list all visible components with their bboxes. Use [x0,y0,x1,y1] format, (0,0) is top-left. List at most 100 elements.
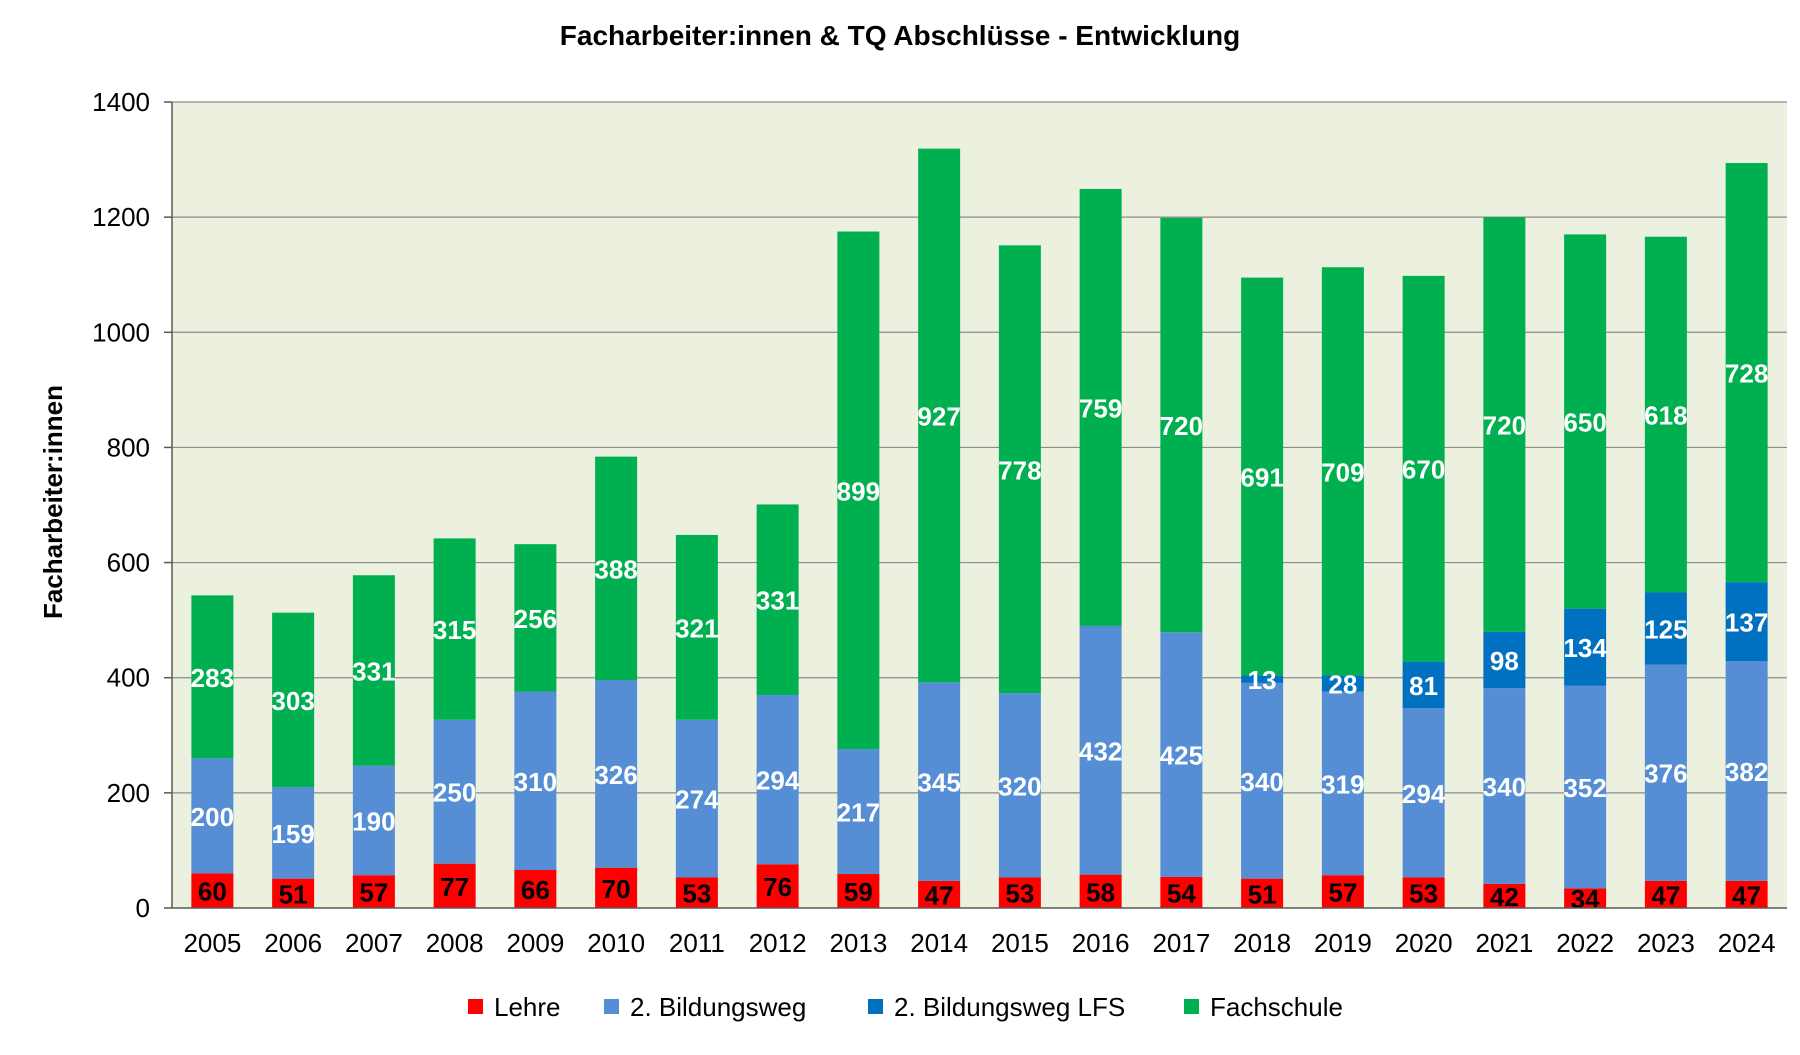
x-tick-label-2010: 2010 [587,928,645,958]
data-label-lehre-2020: 53 [1409,879,1438,909]
bar-fachschule-2015 [998,245,1041,694]
legend-item-fachschule: Fachschule [1184,992,1343,1022]
bar-fachschule-2007 [352,575,395,766]
bar-2-bildungsweg-2005 [191,758,234,874]
bar-2-bildungsweg-2011 [675,719,718,878]
bar-lehre-2013 [837,874,880,908]
plot-area: 0 200 400 600 800 1000 1200 1400 60 200 283 2005 51 1… [92,87,1787,958]
bar-stack-2011: 53 274 321 [675,534,719,909]
x-tick-label-2012: 2012 [749,928,807,958]
bar-lehre-2016 [1079,874,1122,908]
legend-item-lehre: Lehre [468,992,561,1022]
data-label-2-bildungsweg-lfs-2022: 134 [1563,633,1607,663]
bar-fachschule-2008 [433,538,476,720]
bar-2-bildungsweg-2012 [756,694,799,865]
legend-label-2-bildungsweg: 2. Bildungsweg [630,992,806,1022]
bar-stack-2007: 57 190 331 [352,575,396,908]
data-label-lehre-2014: 47 [925,880,954,910]
data-label-fachschule-2008: 315 [433,615,476,645]
bar-2-bildungsweg-2024 [1725,661,1768,881]
data-label-2-bildungsweg-lfs-2019: 28 [1328,669,1357,699]
data-label-lehre-2015: 53 [1005,879,1034,909]
legend-swatch-fachschule [1184,999,1199,1014]
data-label-fachschule-2015: 778 [998,455,1041,485]
y-tick-label-0: 0 [136,893,150,923]
x-tick-label-2016: 2016 [1072,928,1130,958]
y-axis-label: Facharbeiter:innen [38,385,68,619]
data-label-lehre-2022: 34 [1571,884,1600,914]
x-tick-label-2005: 2005 [183,928,241,958]
x-tick-label-2013: 2013 [829,928,887,958]
data-label-fachschule-2016: 759 [1079,393,1122,423]
bar-stack-2024: 47 382 137 728 [1725,163,1768,910]
data-label-fachschule-2021: 720 [1483,410,1526,440]
data-label-2-bildungsweg-2023: 376 [1644,759,1687,789]
data-label-2-bildungsweg-2016: 432 [1079,736,1122,766]
data-label-lehre-2011: 53 [682,879,711,909]
bar-2-bildungsweg-lfs-2021 [1483,631,1526,689]
bar-stack-2020: 53 294 81 670 [1402,275,1446,909]
bar-stack-2010: 70 326 388 [594,456,638,908]
bar-2-bildungsweg-2007 [352,765,395,876]
y-tick-label-1000: 1000 [92,317,150,347]
bar-2-bildungsweg-lfs-2020 [1402,661,1445,709]
bar-lehre-2010 [595,867,638,908]
data-label-lehre-2023: 47 [1651,880,1680,910]
data-label-fachschule-2007: 331 [352,657,395,687]
bar-fachschule-2012 [756,504,799,695]
plot-background [172,102,1787,908]
legend-item-2-bildungsweg-lfs: 2. Bildungsweg LFS [868,992,1125,1022]
x-tick-label-2020: 2020 [1395,928,1453,958]
bar-fachschule-2013 [837,231,880,750]
bar-stack-2013: 59 217 899 [837,231,880,908]
data-label-2-bildungsweg-2010: 326 [594,760,637,790]
bar-2-bildungsweg-lfs-2024 [1725,582,1768,662]
bar-2-bildungsweg-2022 [1564,685,1607,889]
bar-fachschule-2011 [675,534,718,720]
bar-2-bildungsweg-2020 [1402,708,1445,878]
data-label-lehre-2007: 57 [359,878,388,908]
bar-fachschule-2005 [191,595,234,759]
data-label-lehre-2010: 70 [602,874,631,904]
y-tick-label-600: 600 [107,548,150,578]
x-tick-label-2015: 2015 [991,928,1049,958]
data-label-fachschule-2017: 720 [1160,411,1203,441]
bar-lehre-2005 [191,873,234,908]
data-label-2-bildungsweg-2012: 294 [756,766,800,796]
x-tick-label-2014: 2014 [910,928,968,958]
bar-lehre-2015 [998,877,1041,908]
data-label-fachschule-2018: 691 [1240,463,1283,493]
data-label-fachschule-2019: 709 [1321,457,1364,487]
data-label-fachschule-2024: 728 [1725,359,1768,389]
x-tick-label-2008: 2008 [426,928,484,958]
bar-fachschule-2018 [1241,277,1284,676]
bar-2-bildungsweg-2017 [1160,632,1203,877]
data-label-fachschule-2013: 899 [837,476,880,506]
bar-stack-2022: 34 352 134 650 [1563,234,1607,914]
bar-lehre-2019 [1321,875,1364,908]
bar-lehre-2017 [1160,876,1203,908]
bar-stack-2012: 76 294 331 [756,504,800,908]
bar-lehre-2011 [675,877,718,908]
bar-fachschule-2016 [1079,188,1122,626]
y-tick-label-200: 200 [107,778,150,808]
x-tick-label-2018: 2018 [1233,928,1291,958]
bar-stack-2014: 47 345 927 [917,148,961,910]
bar-stack-2023: 47 376 125 618 [1644,236,1688,910]
x-tick-label-2019: 2019 [1314,928,1372,958]
data-label-lehre-2018: 51 [1248,879,1277,909]
data-label-2-bildungsweg-2014: 345 [917,768,960,798]
data-label-fachschule-2014: 927 [917,401,960,431]
data-label-2-bildungsweg-lfs-2024: 137 [1725,608,1768,638]
bar-stack-2005: 60 200 283 [191,595,234,908]
bar-lehre-2024 [1725,880,1768,908]
bar-lehre-2012 [756,864,799,908]
bar-fachschule-2006 [272,612,315,788]
data-label-lehre-2024: 47 [1732,880,1761,910]
bar-2-bildungsweg-lfs-2018 [1241,675,1284,683]
data-label-fachschule-2020: 670 [1402,455,1445,485]
legend-item-2-bildungsweg: 2. Bildungsweg [604,992,806,1022]
bar-lehre-2021 [1483,883,1526,908]
